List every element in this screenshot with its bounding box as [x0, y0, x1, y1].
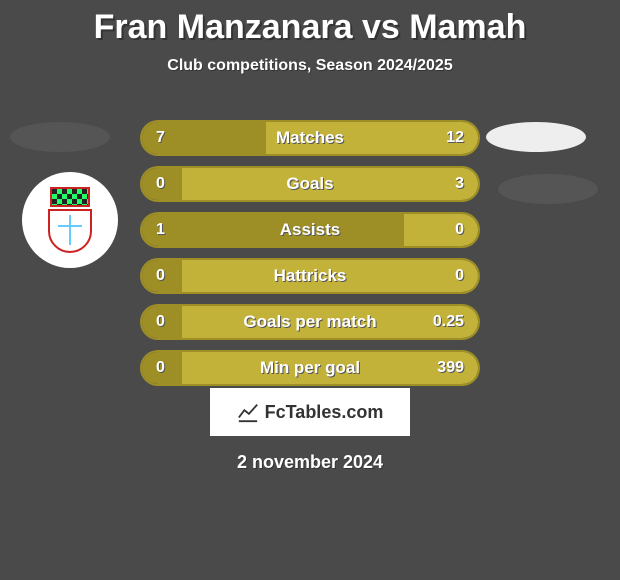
comparison-bars: 712Matches03Goals10Assists00Hattricks00.… — [140, 120, 480, 396]
bar-assists: 10Assists — [140, 212, 480, 248]
bar-value-left: 7 — [156, 122, 165, 154]
bar-value-right: 0 — [455, 214, 464, 246]
bar-seg-right — [404, 214, 478, 246]
player2-flag — [486, 122, 586, 152]
bar-seg-right — [182, 352, 478, 384]
player1-flag — [10, 122, 110, 152]
bar-hattricks: 00Hattricks — [140, 258, 480, 294]
bar-value-right: 12 — [446, 122, 464, 154]
bar-value-left: 0 — [156, 168, 165, 200]
bar-seg-right — [182, 168, 478, 200]
watermark-text: FcTables.com — [265, 402, 384, 423]
bar-seg-left — [142, 214, 404, 246]
player2-club-flag — [498, 174, 598, 204]
bar-goals: 03Goals — [140, 166, 480, 202]
bar-matches: 712Matches — [140, 120, 480, 156]
bar-value-right: 399 — [437, 352, 464, 384]
watermark: FcTables.com — [210, 388, 410, 436]
page-subtitle: Club competitions, Season 2024/2025 — [0, 57, 620, 75]
player1-club-crest — [22, 172, 118, 268]
bar-value-right: 0.25 — [433, 306, 464, 338]
bar-value-left: 1 — [156, 214, 165, 246]
bar-goals-per-match: 00.25Goals per match — [140, 304, 480, 340]
bar-value-left: 0 — [156, 352, 165, 384]
bar-value-right: 0 — [455, 260, 464, 292]
chart-icon — [237, 401, 259, 423]
bar-seg-right — [182, 260, 478, 292]
page-title: Fran Manzanara vs Mamah — [0, 0, 620, 47]
bar-value-left: 0 — [156, 306, 165, 338]
bar-min-per-goal: 0399Min per goal — [140, 350, 480, 386]
bar-value-left: 0 — [156, 260, 165, 292]
bar-value-right: 3 — [455, 168, 464, 200]
date-label: 2 november 2024 — [0, 452, 620, 473]
